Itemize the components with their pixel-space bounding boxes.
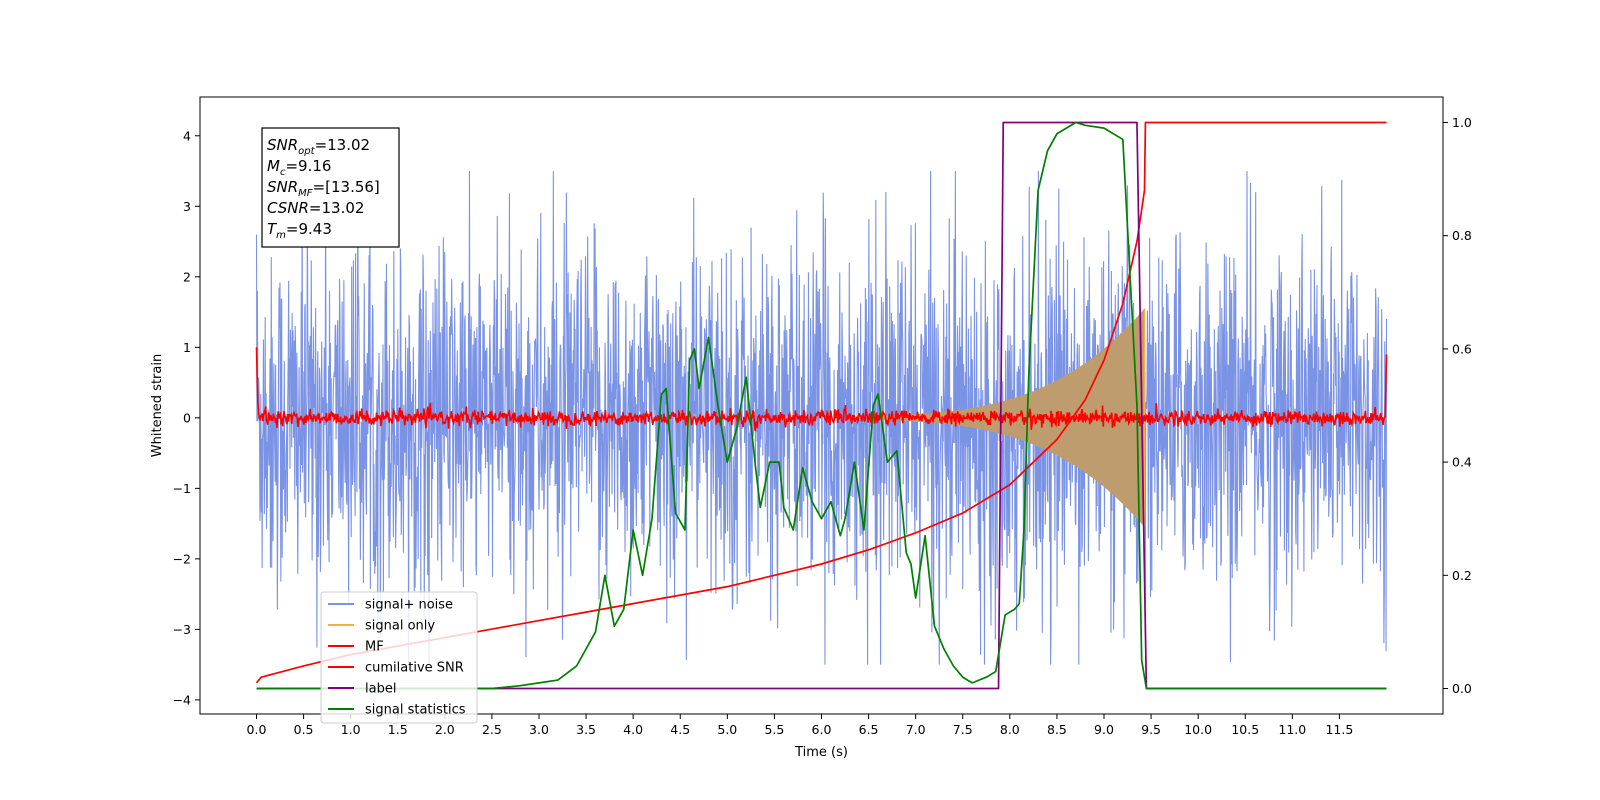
y-tick-label: −3 (173, 622, 191, 637)
x-tick-label: 8.0 (1000, 722, 1020, 737)
annotation-line: SNRMF=[13.56] (267, 178, 380, 199)
x-tick-label: 3.5 (576, 722, 596, 737)
y-axis-label: Whitened strain (150, 354, 165, 457)
series-signal-statistics (256, 121, 1387, 690)
x-tick-label: 9.5 (1141, 722, 1161, 737)
x-tick-label: 7.0 (906, 722, 926, 737)
x-axis-label: Time (s) (794, 745, 848, 760)
x-tick-label: 9.0 (1094, 722, 1114, 737)
x-tick-label: 3.0 (529, 722, 549, 737)
y-tick-label: −4 (173, 692, 191, 707)
y-tick-label: 4 (183, 128, 191, 143)
x-tick-label: 1.5 (388, 722, 408, 737)
x-tick-label: 11.0 (1278, 722, 1306, 737)
x-tick-label: 5.0 (717, 722, 737, 737)
annotation-line: CSNR=13.02 (267, 199, 364, 217)
annotation-box: SNRopt=13.02Mc=9.16SNRMF=[13.56]CSNR=13.… (261, 127, 400, 248)
x-tick-label: 8.5 (1047, 722, 1067, 737)
x-tick-label: 7.5 (953, 722, 973, 737)
annotation-subscript: MF (298, 188, 313, 199)
annotation-line: SNRopt=13.02 (267, 136, 370, 157)
annotation-value: =13.02 (315, 136, 371, 154)
annotation-symbol: SNR (267, 178, 298, 196)
x-tick-label: 11.5 (1325, 722, 1353, 737)
x-tick-label: 0.0 (247, 722, 267, 737)
x-tick-label: 10.0 (1184, 722, 1212, 737)
x-tick-label: 6.5 (859, 722, 879, 737)
series-mf (255, 347, 1388, 432)
annotation-value: =13.02 (309, 199, 365, 217)
x-tick-label: 0.5 (294, 722, 314, 737)
annotation-value: =9.16 (285, 157, 331, 175)
x-tick-label: 1.0 (341, 722, 361, 737)
x-tick-label: 4.5 (670, 722, 690, 737)
y2-tick-label: 0.6 (1452, 341, 1472, 356)
series-signal-only (868, 308, 1145, 528)
annotation-frame (261, 127, 400, 248)
y-tick-label: 2 (183, 269, 191, 284)
legend-label: signal+ noise (365, 598, 453, 613)
x-tick-label: 10.5 (1231, 722, 1259, 737)
legend-label: signal statistics (365, 703, 466, 718)
annotation-value: =9.43 (286, 220, 332, 238)
annotation-subscript: c (280, 167, 286, 178)
x-tick-label: 6.0 (812, 722, 832, 737)
x-tick-label: 4.0 (623, 722, 643, 737)
annotation-line: Mc=9.16 (267, 157, 331, 178)
x-tick-label: 2.0 (435, 722, 455, 737)
legend-label: MF (365, 640, 384, 655)
y2-tick-label: 0.2 (1452, 568, 1472, 583)
y-tick-label: 3 (183, 199, 191, 214)
legend: signal+ noise signal only MF cumilative SNR… (320, 591, 478, 724)
series-signal-noise (255, 171, 1388, 665)
y-tick-label: 0 (183, 410, 191, 425)
annotation-line: Tm=9.43 (267, 220, 332, 241)
y2-tick-label: 1.0 (1452, 115, 1472, 130)
annotation-symbol: CSNR (267, 199, 309, 217)
legend-label: cumilative SNR (365, 661, 464, 676)
x-tick-label: 2.5 (482, 722, 502, 737)
y2-tick-label: 0.4 (1452, 455, 1472, 470)
annotation-subscript: m (276, 230, 286, 241)
annotation-symbol: SNR (267, 136, 298, 154)
y2-tick-label: 0.0 (1452, 681, 1472, 696)
legend-label: signal only (365, 619, 435, 634)
y2-tick-label: 0.8 (1452, 228, 1472, 243)
legend-frame (320, 591, 478, 724)
y-tick-label: −2 (173, 551, 191, 566)
y-tick-label: −1 (173, 481, 191, 496)
x-tick-label: 5.5 (764, 722, 784, 737)
legend-label: label (365, 682, 396, 697)
annotation-value: =[13.56] (313, 178, 380, 196)
annotation-symbol: T (267, 220, 278, 238)
y-tick-label: 1 (183, 340, 191, 355)
annotation-symbol: M (267, 157, 280, 175)
annotation-subscript: opt (298, 146, 315, 157)
